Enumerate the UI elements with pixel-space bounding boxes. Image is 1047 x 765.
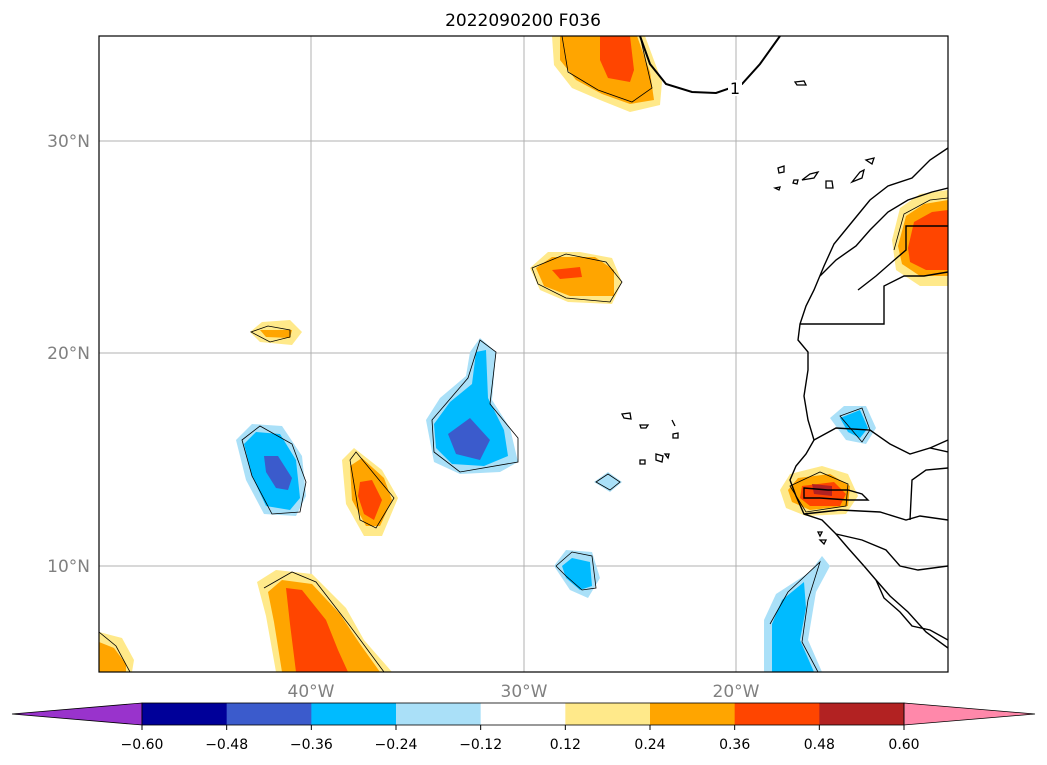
lat-label-20n: 20°N bbox=[47, 344, 90, 364]
colorbar-segment bbox=[734, 703, 820, 725]
colorbar-segment bbox=[480, 703, 566, 725]
island-canary-2 bbox=[792, 179, 799, 185]
anomaly-north-top bbox=[552, 36, 662, 112]
colorbar-tick-label: 0.36 bbox=[719, 737, 750, 753]
lon-axis-labels: 40°W 30°W 20°W bbox=[288, 682, 760, 702]
island-cabo-verde-7 bbox=[663, 453, 670, 460]
lon-label-20w: 20°W bbox=[713, 682, 760, 702]
island-bissagos-1 bbox=[816, 531, 824, 538]
colorbar-segment bbox=[311, 703, 397, 725]
anomaly-8n-40w bbox=[257, 570, 392, 672]
map-title: 2022090200 F036 bbox=[445, 11, 601, 31]
colorbar-segment bbox=[650, 703, 736, 725]
map-frame bbox=[98, 35, 949, 673]
colorbar-tick-label: 0.60 bbox=[888, 737, 919, 753]
island-cabo-verde-4 bbox=[672, 432, 679, 439]
island-canary-7 bbox=[773, 186, 781, 191]
colorbar-ticks: −0.60 −0.48 −0.36 −0.24 −0.12 0.12 0.24 0.36 0.4… bbox=[121, 725, 920, 753]
anomaly-neg-15n-42w bbox=[236, 424, 307, 516]
colorbar-tick-label: 0.24 bbox=[634, 737, 665, 753]
coastlines bbox=[789, 147, 948, 649]
island-canary-6 bbox=[864, 157, 875, 166]
anomaly-14n-38w bbox=[342, 448, 398, 536]
border-mauritania-north bbox=[800, 271, 948, 325]
colorbar-segments bbox=[142, 703, 905, 725]
anomaly-neg-6n-east bbox=[764, 556, 830, 672]
contour-label-bg bbox=[728, 80, 742, 96]
colorbar-extend-under bbox=[11, 702, 143, 726]
anomaly-neg-17n-33w bbox=[426, 338, 519, 474]
anomaly-corner-sw bbox=[99, 631, 134, 672]
anomaly-24n bbox=[530, 252, 623, 304]
colorbar-segment bbox=[142, 703, 228, 725]
colorbar-extend-over bbox=[903, 702, 1036, 726]
colorbar-tick-label: −0.48 bbox=[205, 737, 248, 753]
anomaly-neg-17n-east bbox=[830, 406, 876, 444]
border-mali bbox=[909, 467, 948, 521]
lat-label-10n: 10°N bbox=[47, 557, 90, 577]
border-guinea-bissau bbox=[803, 509, 948, 521]
border-western-sahara bbox=[857, 225, 948, 291]
lon-label-30w: 30°W bbox=[501, 682, 548, 702]
african-coast bbox=[789, 147, 948, 649]
colorbar-frame bbox=[141, 702, 905, 726]
colorbar-tick-label: 0.48 bbox=[804, 737, 835, 753]
border-guinea bbox=[835, 533, 948, 571]
island-bissagos-2 bbox=[818, 539, 828, 546]
colorbar: −0.60 −0.48 −0.36 −0.24 −0.12 0.12 0.24 0.36 0.4… bbox=[11, 702, 1036, 753]
border-east bbox=[929, 439, 948, 449]
lat-axis-labels: 30°N 20°N 10°N bbox=[47, 132, 90, 577]
colorbar-segment bbox=[819, 703, 905, 725]
contour-label: 1 bbox=[730, 79, 740, 98]
island-cabo-verde-5 bbox=[639, 459, 646, 465]
colorbar-tick-label: 0.12 bbox=[550, 737, 581, 753]
island-cabo-verde-3 bbox=[671, 419, 676, 427]
anomaly-27n-east bbox=[892, 190, 948, 286]
island-madeira bbox=[793, 80, 808, 86]
border-gambia bbox=[803, 487, 870, 501]
island-cabo-verde-2 bbox=[639, 424, 650, 429]
island-canary-3 bbox=[801, 170, 820, 181]
map-area: 1 bbox=[99, 36, 948, 672]
inland-border-north bbox=[819, 187, 948, 277]
anomaly-neg-10n-27w bbox=[554, 550, 600, 598]
island-canary-5 bbox=[849, 168, 865, 184]
border-sierra-leone bbox=[875, 579, 948, 641]
colorbar-segment bbox=[396, 703, 482, 725]
island-canary-4 bbox=[825, 180, 834, 189]
lon-label-40w: 40°W bbox=[288, 682, 335, 702]
lat-label-30n: 30°N bbox=[47, 132, 90, 152]
colorbar-segment bbox=[565, 703, 651, 725]
colorbar-tick-label: −0.12 bbox=[459, 737, 502, 753]
island-cabo-verde-6 bbox=[655, 453, 664, 463]
anomaly-21n bbox=[250, 320, 302, 345]
colorbar-segment bbox=[226, 703, 312, 725]
island-canary-1 bbox=[777, 165, 785, 174]
anomaly-neg-14n-26w bbox=[594, 472, 622, 492]
contour-line bbox=[639, 36, 781, 95]
colorbar-tick-label: −0.60 bbox=[121, 737, 164, 753]
islands bbox=[621, 80, 875, 546]
colorbar-tick-label: −0.36 bbox=[290, 737, 333, 753]
island-cabo-verde-1 bbox=[621, 412, 632, 420]
colorbar-tick-label: −0.24 bbox=[375, 737, 418, 753]
gridlines bbox=[99, 36, 948, 672]
